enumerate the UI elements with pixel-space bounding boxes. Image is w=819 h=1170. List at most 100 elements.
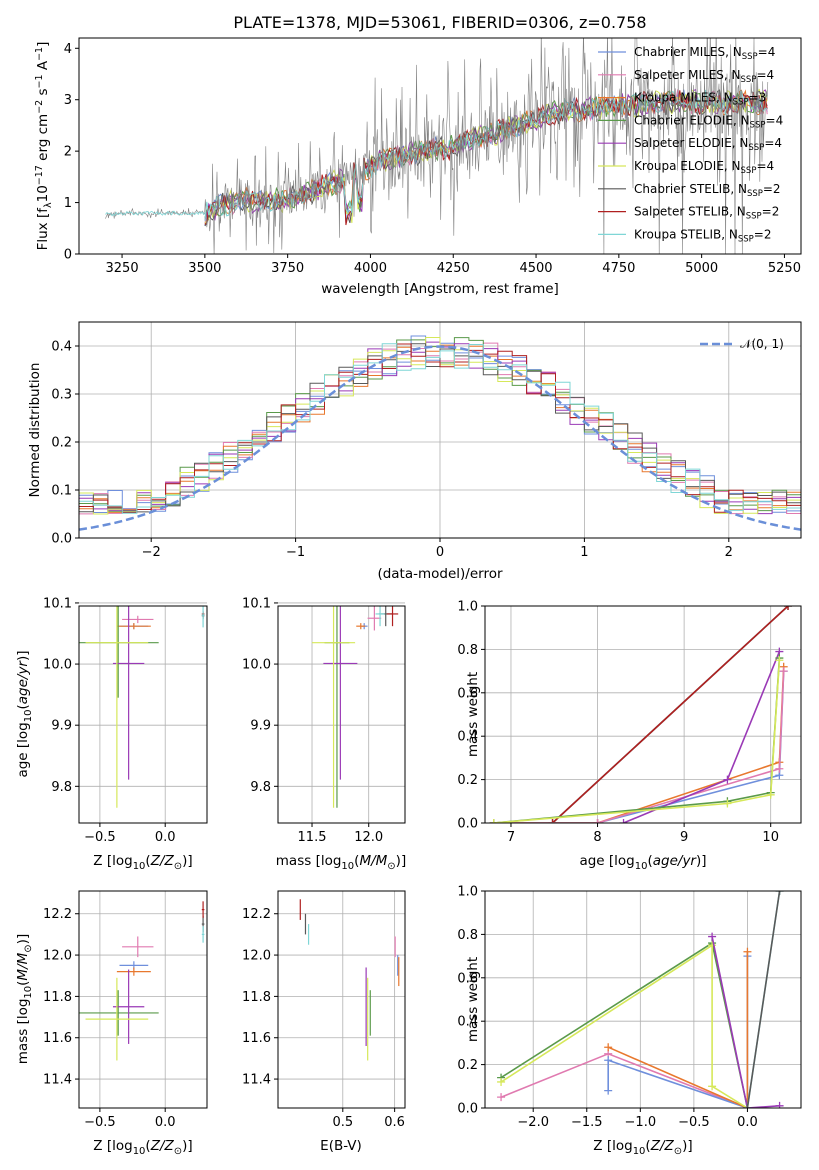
axes: −2.0 −1.5 −1.0 −0.5 0.0 0.0 0.2 0.4 0.6 0.8 1.0	[457, 885, 802, 1130]
legend-text: Chabrier MILES, N	[634, 45, 742, 59]
label-part: −1	[34, 74, 45, 88]
label-part: mass [log	[15, 999, 31, 1065]
figure-title: PLATE=1378, MJD=53061, FIBERID=0306, z=0…	[233, 13, 646, 32]
y-tick-label: 10.1	[43, 596, 72, 611]
label-part: )]	[182, 1138, 193, 1154]
mass-weight-marker	[779, 667, 788, 676]
legend-sub: SSP	[750, 120, 766, 130]
x-tick-label: −0.5	[84, 830, 116, 845]
legend-label: Salpeter STELIB, NSSP=2	[634, 205, 779, 222]
label-part: 10	[633, 1146, 646, 1157]
x-axis-label: age [log10(age/yr)]	[579, 853, 706, 872]
mass-weight-marker	[743, 947, 752, 956]
panel-age_vs_Z: −0.5 0.09.89.910.010.1Z [log10(Z/Z⊙)]age …	[15, 596, 208, 872]
legend-count: =2	[754, 227, 772, 241]
legend-text: Kroupa ELODIE, N	[634, 159, 741, 173]
legend-count: =2	[762, 205, 780, 219]
mass-weight-line	[746, 891, 781, 1108]
x-axis-label: (data-model)/error	[377, 566, 503, 582]
label-part: Z [log	[593, 1138, 632, 1154]
mass-weight-marker	[775, 764, 784, 773]
mass-weight-line	[500, 943, 748, 1108]
x-axis-label: mass [log10(M/M⊙)]	[276, 853, 406, 872]
legend-label: Salpeter MILES, NSSP=4	[634, 68, 774, 85]
x-tick-label: −0.5	[84, 1115, 116, 1130]
mass-weight-marker	[784, 606, 793, 610]
label-part: Z/Z	[650, 1138, 675, 1154]
legend-label: Kroupa ELODIE, NSSP=4	[634, 159, 774, 176]
x-tick-label: 11.5	[298, 830, 327, 845]
label-part: Z/Z	[150, 853, 175, 869]
label-part: ⊙	[387, 861, 395, 872]
label-part: 10	[635, 861, 648, 872]
legend-count: =4	[766, 113, 784, 127]
plot-area	[299, 899, 400, 1061]
y-tick-label: 11.8	[43, 990, 72, 1005]
y-tick-label: 11.8	[242, 990, 271, 1005]
y-tick-label: 0.6	[457, 686, 478, 701]
axes-frame	[78, 605, 208, 824]
y-tick-label: 0.4	[51, 340, 72, 355]
errorbar-point	[201, 606, 205, 628]
label-part: ⊙	[174, 861, 182, 872]
panel-mass_vs_Z: −0.5 0.011.411.611.812.012.2Z [log10(Z/Z⊙…	[15, 890, 208, 1157]
x-tick-label: 0.6	[384, 1115, 405, 1130]
errorbar-point	[122, 615, 154, 624]
y-axis-label: Normed distribution	[27, 363, 43, 498]
legend-count: =2	[763, 182, 781, 196]
label-part: 10	[23, 710, 34, 723]
label-part: 10	[133, 1146, 146, 1157]
y-axis-label: mass weight	[465, 672, 481, 757]
label-part: (	[145, 853, 150, 869]
y-tick-label: 11.6	[242, 1031, 271, 1046]
label-part: Z [log	[93, 1138, 132, 1154]
y-tick-label: 3	[64, 93, 72, 108]
label-part: )]	[396, 853, 407, 869]
y-tick-label: 4	[64, 42, 72, 57]
label-part: (	[15, 981, 31, 986]
grid-lines	[485, 890, 801, 1109]
errorbar-point	[356, 623, 366, 630]
mass-weight-marker	[604, 1043, 613, 1052]
plot-area	[312, 606, 399, 808]
label-part: 10	[23, 986, 34, 999]
mass-weight-marker	[708, 932, 717, 941]
axes-frame	[78, 890, 208, 1109]
label-part: )]	[696, 853, 707, 869]
data-spectrum	[105, 38, 769, 254]
plot-area	[79, 606, 205, 808]
label-part: (	[145, 1138, 150, 1154]
y-tick-label: 0.0	[457, 1102, 478, 1117]
label-part: (	[647, 853, 652, 869]
y-tick-label: 12.0	[43, 949, 72, 964]
x-axis-label: Z [log10(Z/Z⊙)]	[593, 1138, 692, 1157]
x-tick-label: −1.0	[625, 1115, 657, 1130]
label-part: age [log	[15, 722, 31, 777]
label-part: Z [log	[93, 853, 132, 869]
mass-weight-line	[607, 951, 749, 1108]
label-part: (	[354, 853, 359, 869]
y-tick-label: 0.4	[457, 730, 478, 745]
legend-count: =4	[758, 45, 776, 59]
legend-sub: SSP	[741, 166, 757, 176]
mass-weight-marker	[708, 1082, 717, 1091]
axes-frame	[277, 605, 406, 824]
plot-area	[497, 891, 784, 1108]
mass-weight-line	[500, 1052, 748, 1108]
legend-text: Kroupa MILES, N	[634, 91, 733, 105]
x-tick-label: −2	[142, 545, 161, 560]
y-tick-label: 1.0	[457, 885, 478, 900]
y-tick-label: 12.2	[242, 907, 271, 922]
plot-area	[489, 606, 793, 823]
grid-lines	[79, 891, 207, 1108]
errorbar-point	[116, 967, 151, 976]
y-tick-label: 11.6	[43, 1031, 72, 1046]
legend-text: Chabrier ELODIE, N	[634, 113, 750, 127]
legend-sub: SSP	[742, 52, 758, 62]
label-part: λ	[43, 202, 54, 208]
y-tick-label: 9.9	[51, 719, 72, 734]
mass-weight-marker	[604, 1056, 613, 1065]
errorbar-point	[112, 969, 145, 1044]
x-tick-label: −1.5	[571, 1115, 603, 1130]
